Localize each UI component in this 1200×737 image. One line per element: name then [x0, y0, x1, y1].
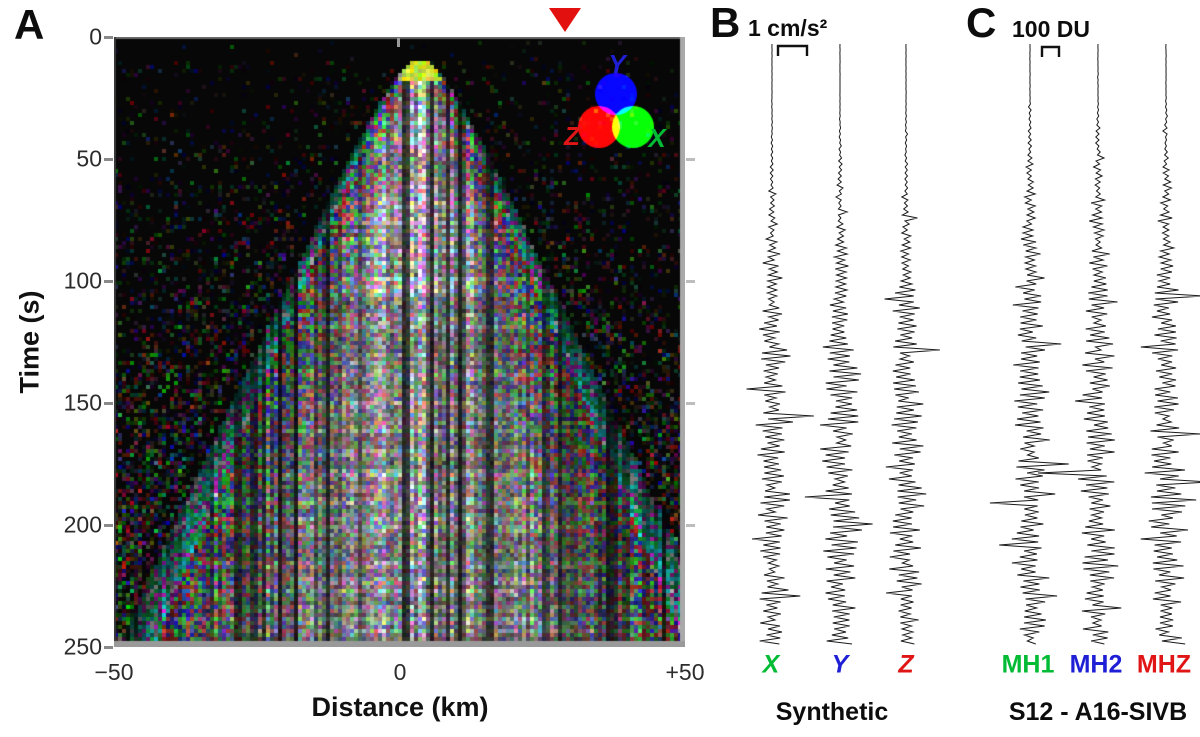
panel-c-scale-bracket-icon [1040, 45, 1061, 57]
right-tick-mark [686, 280, 695, 283]
right-tick-mark [686, 402, 695, 405]
panel-a-label: A [14, 1, 45, 48]
waveform-path [884, 43, 940, 645]
waveform-path [1140, 43, 1200, 645]
trace-z-label: Z [898, 650, 914, 679]
y-tick-label: 100 [63, 267, 102, 294]
waveform-path [1037, 43, 1122, 645]
rgb-legend-y-label: Y [608, 49, 626, 79]
trace-x-waveform [746, 43, 814, 645]
panel-b-scale-bracket-icon [776, 44, 809, 56]
rgb-legend-z-label: Z [564, 121, 580, 151]
distance-axis-title: Distance (km) [311, 692, 489, 722]
trace-z-waveform [884, 43, 940, 645]
wavefield-image [114, 37, 685, 647]
panel-b-scale-label: 1 cm/s² [748, 15, 828, 41]
panel-c-label: C [966, 0, 997, 46]
y-tick-mark [104, 36, 113, 39]
panel-b: B 1 cm/s² [700, 0, 960, 737]
waveform-path [989, 44, 1069, 645]
y-tick-label: 200 [63, 511, 102, 538]
y-tick-label: 50 [76, 145, 102, 172]
panel-c: C 100 DU [960, 0, 1200, 737]
trace-mhz-waveform [1140, 43, 1200, 645]
trace-mh2-label: MH2 [1069, 650, 1123, 679]
x-tick-label: −50 [94, 659, 134, 685]
right-tick-mark [686, 524, 695, 527]
x-tick-label: +50 [665, 659, 705, 685]
red-triangle-source-marker-icon [549, 8, 581, 32]
trace-y-label: Y [831, 650, 849, 679]
trace-mh1-waveform [989, 44, 1069, 645]
x-tick-label: 0 [393, 659, 407, 685]
top-tick-mark [397, 38, 400, 47]
y-tick-mark [104, 158, 113, 161]
panel-c-scale-label: 100 DU [1012, 16, 1090, 42]
y-tick-label: 150 [63, 389, 102, 416]
trace-mh2-waveform [1037, 43, 1122, 645]
trace-mh1-label: MH1 [1001, 650, 1055, 679]
y-tick-mark [104, 280, 113, 283]
time-axis-title: Time (s) [14, 290, 45, 394]
trace-mhz-label: MHZ [1136, 650, 1192, 679]
y-tick-label: 250 [63, 633, 102, 660]
y-tick-mark [104, 402, 113, 405]
y-tick-mark [104, 524, 113, 527]
rgb-legend-x-label: X [648, 123, 666, 153]
panel-c-caption: S12 - A16-SIVB [1008, 698, 1188, 726]
panel-b-caption: Synthetic [775, 698, 889, 726]
y-tick-mark [104, 646, 113, 649]
trace-y-waveform [804, 43, 873, 645]
right-tick-mark [686, 158, 695, 161]
y-tick-label: 0 [89, 23, 102, 50]
waveform-path [746, 43, 814, 645]
trace-x-label: X [762, 650, 780, 679]
panel-a: A Time (s) 0 50 100 150 200 250 [14, 1, 705, 723]
waveform-path [804, 43, 873, 645]
panel-b-label: B [710, 0, 741, 46]
wavefield-plot-area [114, 37, 685, 647]
